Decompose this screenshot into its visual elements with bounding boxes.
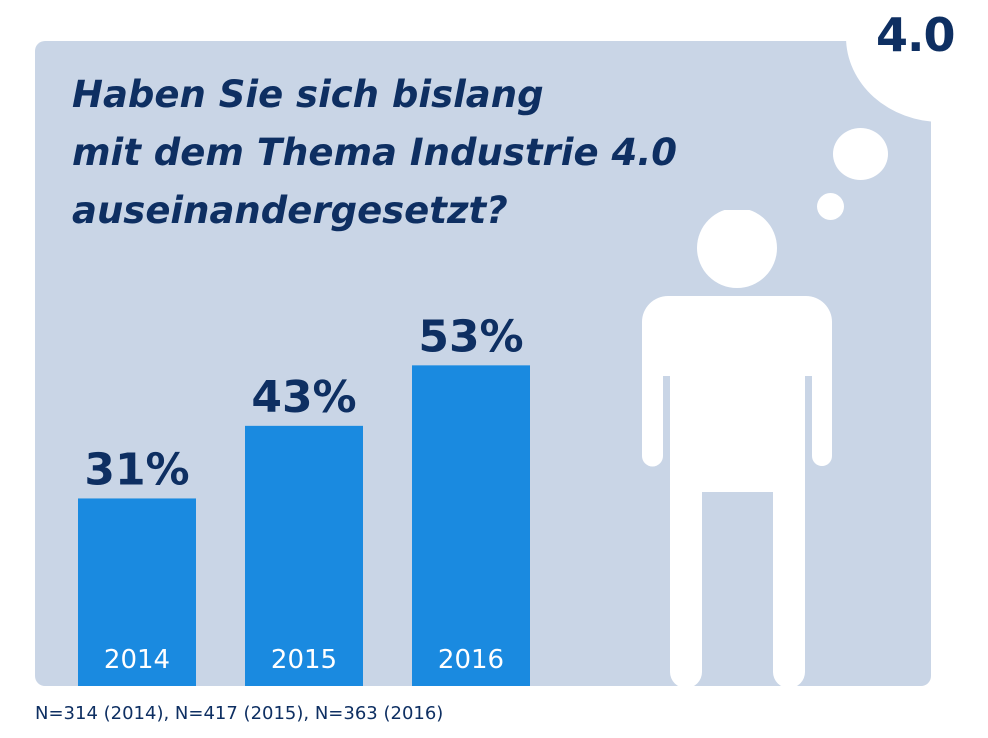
sample-size-footnote: N=314 (2014), N=417 (2015), N=363 (2016) — [35, 703, 444, 724]
value-label-2015: 43% — [251, 372, 356, 423]
industry-badge: 4.0 — [876, 8, 955, 62]
category-label-2015: 2015 — [271, 645, 337, 675]
title-line: Haben Sie sich bislang — [72, 73, 544, 116]
bar-2015 — [245, 425, 363, 686]
thought-bubble-dot-icon — [817, 193, 844, 220]
title-line: mit dem Thema Industrie 4.0 — [72, 131, 677, 174]
value-label-2016: 53% — [418, 311, 523, 362]
bar-2016 — [412, 365, 530, 686]
title-line: auseinandergesetzt? — [72, 189, 508, 232]
person-silhouette-icon — [642, 210, 832, 688]
value-label-2014: 31% — [84, 444, 189, 495]
thought-bubble-dot-icon — [833, 128, 888, 180]
bar-2014 — [78, 498, 196, 686]
category-label-2014: 2014 — [104, 645, 170, 675]
chart-title: Haben Sie sich bislang mit dem Thema Ind… — [72, 66, 772, 240]
category-label-2016: 2016 — [438, 645, 504, 675]
